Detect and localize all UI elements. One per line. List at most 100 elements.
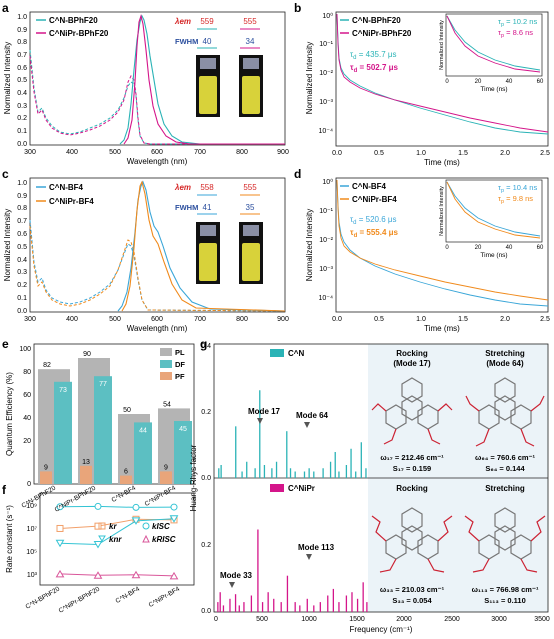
panel-a: C^N-BPhF20 C^NiPr-BPhF20 λem 559 555 FWH… [3, 11, 289, 166]
category-labels-f: C^N-BPhF20 C^NiPr-BPhF20 C^N-BF4 C^NiPr-… [25, 585, 182, 614]
y-tick-label: 0.1 [17, 128, 27, 135]
y-tick-label: 10⁻¹ [319, 41, 333, 48]
x-tick-label: 2.5 [540, 150, 550, 157]
molecule-panel-stretching-top: Stretching (Mode 64) ω₆₄ = 760.6 cm⁻¹ S₆… [465, 349, 545, 473]
y-axis-label: Normalized Intensity [3, 209, 12, 281]
x-tick-label: 600 [151, 149, 163, 156]
y-tick-label: 0.0 [17, 141, 27, 148]
inset-curve-cn [446, 15, 541, 71]
legend-label-cnipr: C^NiPr [288, 484, 315, 493]
y-axis-ticks: 10⁰ 10⁻¹ 10⁻² 10⁻³ 10⁻⁴ [319, 178, 334, 302]
mode-title: Stretching [485, 349, 525, 358]
series-line-krisc [59, 573, 175, 577]
fwhm-value-1: 40 [203, 37, 212, 46]
x-tick-label: 700 [194, 149, 206, 156]
y-tick-label: 0.0 [17, 308, 27, 315]
mode-subtitle: (Mode 17) [393, 359, 431, 368]
inset-tick: 60 [537, 79, 544, 85]
panel-letter-b: b [294, 1, 301, 15]
mode-omega: ω₃₃ = 210.03 cm⁻¹ [380, 585, 445, 594]
y-tick-label: 0.9 [17, 193, 27, 200]
x-tick-label: 3500 [534, 616, 550, 623]
vial-photo-2 [239, 222, 263, 284]
plot-frame [29, 177, 286, 313]
marker-kr [56, 524, 64, 532]
marker-krisc [93, 571, 103, 579]
y-tick-label: 0.2 [201, 409, 211, 416]
annotation-mode113: Mode 113 [298, 543, 335, 552]
vial-photo-1 [196, 222, 220, 284]
y-tick-label: 40 [23, 415, 31, 422]
y-tick-label: 0.4 [201, 343, 211, 350]
mode-title: Stretching [485, 484, 525, 493]
y-axis-ticks: 10⁰ 10⁻¹ 10⁻² 10⁻³ 10⁻⁴ [319, 12, 334, 135]
marker-knr [55, 539, 65, 548]
y-axis-ticks: 1.0 0.9 0.8 0.7 0.6 0.5 0.4 0.3 0.2 0.1 … [17, 180, 27, 315]
x-tick-label: 1.0 [416, 316, 426, 323]
inset: τp = 10.4 ns τp = 9.8 ns 0 20 40 60 Time… [439, 179, 544, 259]
data-label-pf: 9 [44, 464, 48, 471]
y-tick-label: 10⁹ [26, 503, 37, 510]
legend-marker-kr [98, 522, 106, 530]
marker-kisc [94, 502, 102, 510]
y-tick-label: 0.3 [17, 269, 27, 276]
y-tick-label: 0.8 [17, 39, 27, 46]
tau-d-cn: τd = 520.6 μs [350, 215, 397, 226]
data-label-pl: 50 [123, 407, 131, 414]
y-tick-label: 0.5 [17, 77, 27, 84]
category-label: C^NiPr-BF4 [148, 585, 182, 608]
tau-p-cnipr: τp = 8.6 ns [498, 28, 533, 39]
inset-curve-cnipr [446, 181, 541, 239]
y-tick-label: 10⁻¹ [319, 208, 333, 215]
decay-curve-cn-bf4 [336, 179, 549, 307]
annotation-arrow [306, 554, 312, 560]
marker-krisc [55, 569, 65, 578]
decay-curve-cniPr-bf4 [336, 179, 549, 301]
y-axis-label: Rate constant (s⁻¹) [5, 505, 14, 573]
legend-label-knr: knr [109, 535, 122, 544]
y-tick-label: 0.0 [201, 475, 211, 482]
y-tick-label: 0.2 [17, 282, 27, 289]
mode-s: S₃₃ = 0.054 [392, 596, 432, 605]
absorption-curve-cniPr-bf4 [29, 225, 286, 312]
panel-letter-a: a [2, 1, 9, 15]
x-tick-label: 1.5 [458, 150, 468, 157]
x-tick-label: 2500 [444, 616, 460, 623]
legend-swatch-df [160, 360, 172, 368]
x-tick-label: 1000 [301, 616, 317, 623]
annotation-mode64: Mode 64 [296, 411, 329, 420]
lambda-em-label: λem [174, 17, 191, 26]
x-axis-ticks: 300 400 500 600 700 800 900 [24, 316, 289, 323]
y-tick-label: 10⁻² [319, 237, 333, 244]
x-axis-label: Time (ms) [424, 158, 460, 167]
inset: τp = 10.2 ns τp = 8.6 ns 0 20 40 60 Time… [439, 13, 544, 93]
y-axis-ticks: 1.0 0.9 0.8 0.7 0.6 0.5 0.4 0.3 0.2 0.1 … [17, 14, 27, 148]
legend-label-cnipr: C^NiPr-BPhF20 [352, 29, 412, 38]
fwhm-label: FWHM [175, 203, 198, 212]
y-axis-label: Normalized Intensity [305, 42, 314, 114]
x-tick-label: 3000 [491, 616, 507, 623]
data-label-pf: 9 [164, 464, 168, 471]
y-tick-label: 10⁷ [27, 526, 38, 533]
y-tick-label: 10⁻⁴ [319, 295, 334, 302]
absorption-curve-cn-bf4 [29, 219, 286, 312]
y-tick-label: 10³ [27, 572, 38, 579]
x-tick-label: 900 [277, 316, 289, 323]
panel-letter-f: f [2, 483, 7, 497]
inset-xlabel: Time (ns) [480, 86, 507, 93]
y-tick-label: 0.6 [17, 231, 27, 238]
marker-knr [131, 517, 141, 525]
molecule-panel-stretching-bottom: Stretching ω₁₁₃ = 766.98 cm⁻¹ S₁₁₃ = 0.1… [464, 484, 546, 605]
category-label: C^N-BPhF20 [21, 484, 58, 509]
bar-df [54, 381, 72, 484]
data-label-df: 73 [59, 387, 67, 394]
y-tick-label: 0.0 [201, 608, 211, 615]
stick-group [217, 390, 368, 612]
x-tick-label: 800 [236, 316, 248, 323]
y-tick-label: 20 [23, 438, 31, 445]
lambda-value-2: 555 [243, 183, 257, 192]
panel-b: C^N-BPhF20 C^NiPr-BPhF20 τd = 435.7 μs τ… [305, 11, 550, 167]
inset-frame [445, 179, 543, 243]
emission-curve-cniPr-bphf20 [123, 14, 285, 145]
